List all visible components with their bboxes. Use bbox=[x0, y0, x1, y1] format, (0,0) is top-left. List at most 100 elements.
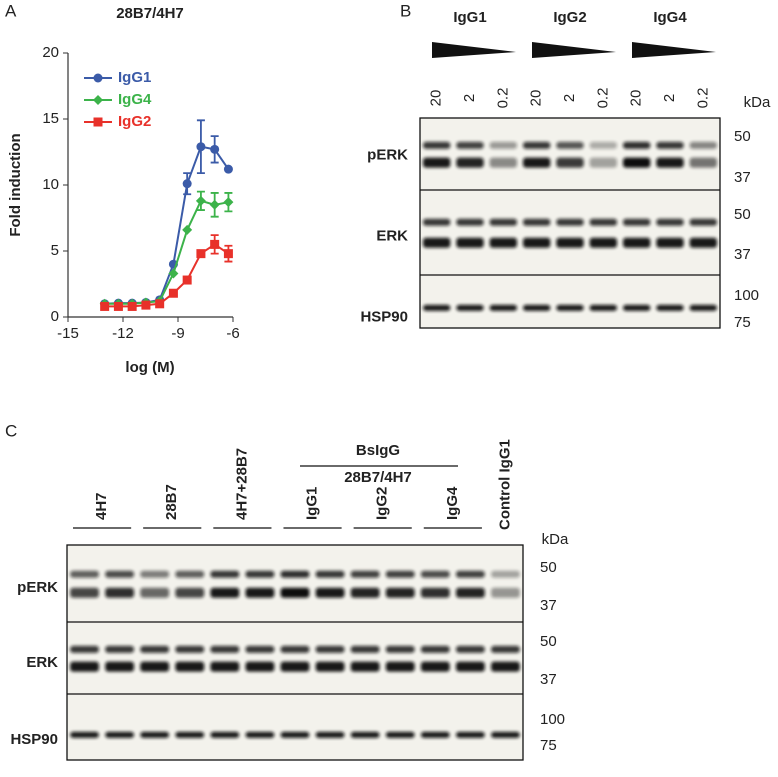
legend-marker bbox=[93, 95, 103, 105]
data-point bbox=[182, 179, 192, 189]
band bbox=[245, 661, 275, 672]
band bbox=[589, 218, 617, 226]
unit-label: kDa bbox=[542, 531, 569, 548]
band bbox=[489, 304, 517, 311]
band bbox=[245, 731, 275, 738]
row-label: HSP90 bbox=[10, 731, 58, 748]
band bbox=[245, 645, 275, 653]
band bbox=[70, 731, 99, 738]
band bbox=[315, 570, 345, 578]
band bbox=[350, 570, 380, 578]
x-tick-label: -15 bbox=[57, 325, 79, 342]
band bbox=[456, 731, 485, 738]
band bbox=[456, 661, 485, 672]
lane-label: 20 bbox=[528, 90, 545, 107]
band bbox=[245, 570, 275, 578]
data-point bbox=[209, 199, 220, 210]
y-tick-label: 15 bbox=[42, 110, 59, 127]
band bbox=[315, 645, 345, 653]
band bbox=[280, 731, 310, 738]
x-axis-label: log (M) bbox=[125, 359, 174, 376]
data-point bbox=[210, 144, 220, 154]
band bbox=[140, 587, 170, 598]
legend-marker bbox=[93, 73, 103, 83]
band bbox=[210, 731, 240, 738]
data-point bbox=[182, 275, 192, 285]
lane-label: 0.2 bbox=[494, 88, 511, 109]
data-point bbox=[100, 301, 110, 311]
y-tick-label: 0 bbox=[51, 308, 59, 325]
size-marker: 75 bbox=[734, 314, 751, 331]
band bbox=[140, 645, 170, 653]
band bbox=[523, 141, 551, 149]
band bbox=[456, 570, 485, 578]
panel-label: B bbox=[400, 1, 411, 20]
x-tick-label: -9 bbox=[171, 325, 184, 342]
band bbox=[456, 218, 484, 226]
band bbox=[420, 587, 450, 598]
group-label: 4H7+28B7 bbox=[233, 448, 250, 520]
row-label: HSP90 bbox=[360, 308, 408, 325]
data-point bbox=[195, 195, 206, 206]
size-marker: 37 bbox=[734, 169, 751, 186]
band bbox=[245, 587, 275, 598]
bracket-label: 28B7/4H7 bbox=[344, 469, 412, 486]
lane-label: 20 bbox=[628, 90, 645, 107]
band bbox=[456, 157, 484, 168]
band bbox=[175, 731, 205, 738]
band bbox=[491, 587, 520, 598]
band bbox=[140, 661, 170, 672]
band bbox=[105, 661, 134, 672]
band bbox=[105, 731, 134, 738]
size-marker: 100 bbox=[734, 287, 759, 304]
band bbox=[623, 157, 651, 168]
band bbox=[423, 157, 451, 168]
band bbox=[385, 645, 415, 653]
band bbox=[70, 645, 99, 653]
size-marker: 100 bbox=[540, 711, 565, 728]
band bbox=[656, 237, 684, 248]
lane-label: 2 bbox=[561, 94, 578, 102]
data-point bbox=[223, 164, 233, 174]
band bbox=[489, 237, 517, 248]
band bbox=[456, 645, 485, 653]
band bbox=[280, 661, 310, 672]
band bbox=[656, 157, 684, 168]
band bbox=[489, 157, 517, 168]
band bbox=[523, 304, 551, 311]
data-point bbox=[196, 249, 206, 259]
band bbox=[210, 570, 240, 578]
band bbox=[350, 587, 380, 598]
band bbox=[656, 304, 684, 311]
size-marker: 75 bbox=[540, 737, 557, 754]
data-point bbox=[141, 300, 151, 310]
size-marker: 50 bbox=[734, 206, 751, 223]
data-point bbox=[223, 249, 233, 259]
band bbox=[423, 141, 451, 149]
band bbox=[589, 237, 617, 248]
row-label: ERK bbox=[376, 228, 408, 245]
band bbox=[423, 237, 451, 248]
lane-label: 2 bbox=[461, 94, 478, 102]
legend-marker bbox=[93, 117, 103, 127]
band bbox=[420, 731, 450, 738]
row-label: pERK bbox=[367, 146, 408, 163]
band bbox=[456, 141, 484, 149]
group-label: IgG1 bbox=[304, 487, 321, 520]
row-label: pERK bbox=[17, 579, 58, 596]
lane-label: 2 bbox=[661, 94, 678, 102]
band bbox=[175, 570, 205, 578]
band bbox=[105, 587, 134, 598]
lane-label: 0.2 bbox=[694, 88, 711, 109]
band bbox=[689, 141, 717, 149]
band bbox=[385, 661, 415, 672]
group-label: IgG2 bbox=[553, 9, 586, 26]
group-label: IgG1 bbox=[453, 9, 486, 26]
group-label: IgG2 bbox=[374, 487, 391, 520]
data-point bbox=[127, 301, 137, 311]
band bbox=[315, 661, 345, 672]
band bbox=[491, 645, 520, 653]
lane-label: 20 bbox=[428, 90, 445, 107]
band bbox=[456, 587, 485, 598]
